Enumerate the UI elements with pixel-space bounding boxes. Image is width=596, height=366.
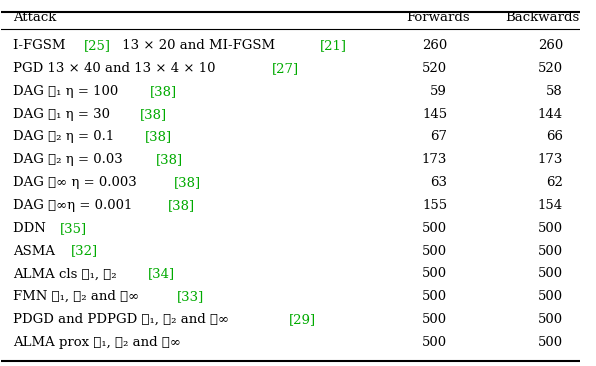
Text: Forwards: Forwards: [406, 11, 470, 24]
Text: 500: 500: [538, 267, 563, 280]
Text: 500: 500: [422, 267, 447, 280]
Text: 59: 59: [430, 85, 447, 98]
Text: [29]: [29]: [289, 313, 316, 326]
Text: 520: 520: [422, 62, 447, 75]
Text: 500: 500: [538, 290, 563, 303]
Text: 58: 58: [547, 85, 563, 98]
Text: 260: 260: [422, 39, 447, 52]
Text: 173: 173: [422, 153, 447, 166]
Text: 63: 63: [430, 176, 447, 189]
Text: 500: 500: [538, 336, 563, 349]
Text: [33]: [33]: [176, 290, 204, 303]
Text: 13 × 20 and MI-FGSM: 13 × 20 and MI-FGSM: [118, 39, 280, 52]
Text: 520: 520: [538, 62, 563, 75]
Text: DAG ℓ₁ η = 30: DAG ℓ₁ η = 30: [13, 108, 114, 121]
Text: DAG ℓ∞η = 0.001: DAG ℓ∞η = 0.001: [13, 199, 136, 212]
Text: [21]: [21]: [320, 39, 347, 52]
Text: Backwards: Backwards: [505, 11, 579, 24]
Text: I-FGSM: I-FGSM: [13, 39, 70, 52]
Text: Attack: Attack: [13, 11, 57, 24]
Text: PDGD and PDPGD ℓ₁, ℓ₂ and ℓ∞: PDGD and PDPGD ℓ₁, ℓ₂ and ℓ∞: [13, 313, 233, 326]
Text: 62: 62: [546, 176, 563, 189]
Text: ASMA: ASMA: [13, 244, 59, 258]
Text: [38]: [38]: [173, 176, 200, 189]
Text: [38]: [38]: [145, 130, 172, 143]
Text: [34]: [34]: [148, 267, 175, 280]
Text: ALMA cls ℓ₁, ℓ₂: ALMA cls ℓ₁, ℓ₂: [13, 267, 121, 280]
Text: 500: 500: [538, 222, 563, 235]
Text: [38]: [38]: [140, 108, 167, 121]
Text: [38]: [38]: [156, 153, 183, 166]
Text: [27]: [27]: [272, 62, 299, 75]
Text: [25]: [25]: [84, 39, 111, 52]
Text: 67: 67: [430, 130, 447, 143]
Text: DDN: DDN: [13, 222, 50, 235]
Text: [35]: [35]: [60, 222, 86, 235]
Text: DAG ℓ₂ η = 0.1: DAG ℓ₂ η = 0.1: [13, 130, 119, 143]
Text: [32]: [32]: [71, 244, 98, 258]
Text: 155: 155: [422, 199, 447, 212]
Text: 66: 66: [546, 130, 563, 143]
Text: DAG ℓ₂ η = 0.03: DAG ℓ₂ η = 0.03: [13, 153, 127, 166]
Text: DAG ℓ₁ η = 100: DAG ℓ₁ η = 100: [13, 85, 122, 98]
Text: 500: 500: [422, 244, 447, 258]
Text: 500: 500: [422, 336, 447, 349]
Text: 500: 500: [422, 222, 447, 235]
Text: 154: 154: [538, 199, 563, 212]
Text: ALMA prox ℓ₁, ℓ₂ and ℓ∞: ALMA prox ℓ₁, ℓ₂ and ℓ∞: [13, 336, 181, 349]
Text: DAG ℓ∞ η = 0.003: DAG ℓ∞ η = 0.003: [13, 176, 141, 189]
Text: [38]: [38]: [150, 85, 178, 98]
Text: 145: 145: [422, 108, 447, 121]
Text: FMN ℓ₁, ℓ₂ and ℓ∞: FMN ℓ₁, ℓ₂ and ℓ∞: [13, 290, 144, 303]
Text: PGD 13 × 40 and 13 × 4 × 10: PGD 13 × 40 and 13 × 4 × 10: [13, 62, 220, 75]
Text: 260: 260: [538, 39, 563, 52]
Text: 500: 500: [538, 244, 563, 258]
Text: 500: 500: [538, 313, 563, 326]
Text: [38]: [38]: [168, 199, 195, 212]
Text: 173: 173: [538, 153, 563, 166]
Text: 144: 144: [538, 108, 563, 121]
Text: 500: 500: [422, 290, 447, 303]
Text: 500: 500: [422, 313, 447, 326]
